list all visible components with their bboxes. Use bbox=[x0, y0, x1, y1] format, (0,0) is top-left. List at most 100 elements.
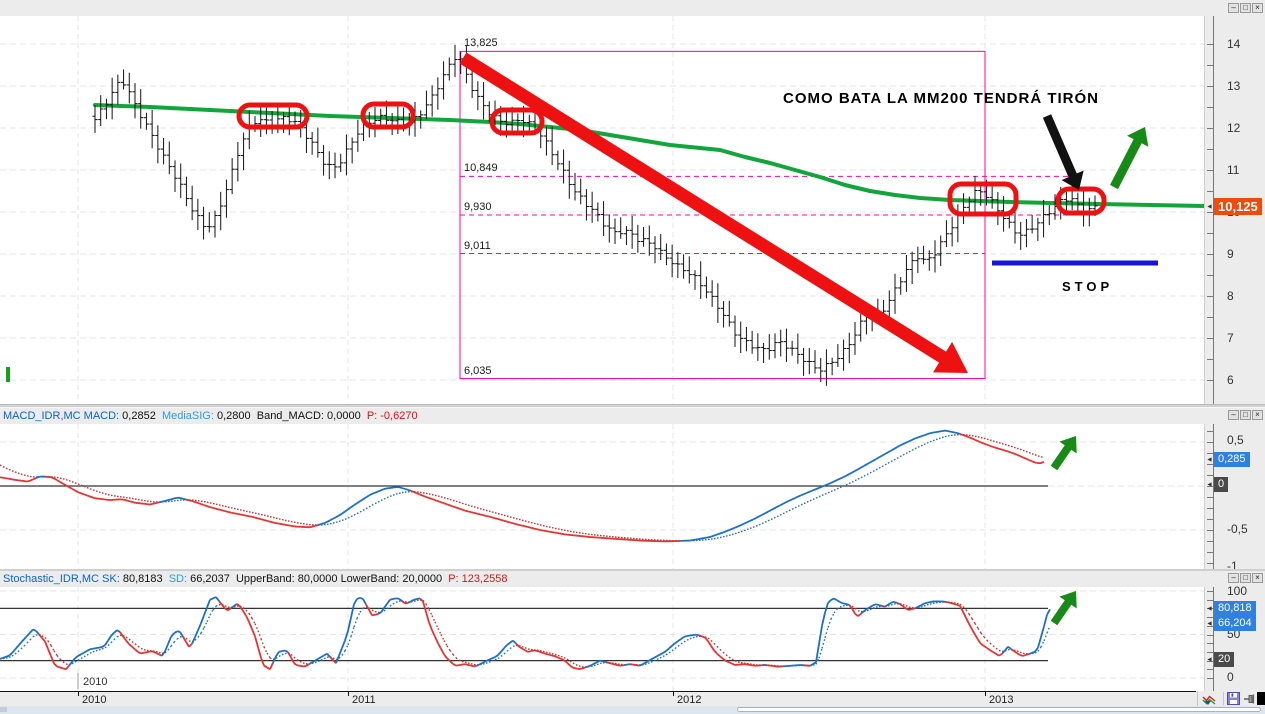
main-line-seg bbox=[359, 498, 364, 503]
horizontal-scrollbar[interactable] bbox=[737, 707, 1261, 712]
main-line-seg bbox=[980, 643, 985, 647]
minimize-button[interactable]: – bbox=[1228, 3, 1239, 13]
main-line-seg bbox=[431, 498, 436, 501]
main-line-seg bbox=[23, 635, 28, 640]
maximize-button[interactable]: □ bbox=[1240, 3, 1251, 13]
signal-line-seg bbox=[563, 656, 568, 660]
main-line-seg bbox=[908, 439, 913, 443]
main-line-seg bbox=[905, 607, 910, 611]
maximize-button[interactable]: □ bbox=[1240, 573, 1251, 583]
close-button[interactable]: × bbox=[1252, 573, 1263, 583]
main-line-seg bbox=[998, 447, 1003, 451]
signal-line-seg bbox=[422, 492, 427, 494]
axis-label: 11 bbox=[1227, 163, 1240, 177]
panel-separator[interactable] bbox=[0, 404, 1265, 408]
panel-separator[interactable] bbox=[0, 569, 1265, 571]
macd-axis-scale[interactable]: 0,5 -0,5 -1 0,285 ◄ 0 ◄ bbox=[1204, 424, 1265, 573]
main-line-seg bbox=[956, 432, 961, 435]
signal-line-seg bbox=[530, 521, 535, 524]
close-button[interactable]: × bbox=[1252, 3, 1263, 13]
main-line-seg bbox=[1007, 450, 1012, 454]
signal-line-seg bbox=[344, 517, 349, 520]
stoch-axis-scale[interactable]: 100 50 0 80,818 ◄ 66,204 ◄ 20 ◄ bbox=[1204, 584, 1265, 691]
signal-line-seg bbox=[506, 648, 511, 652]
signal-line-seg bbox=[446, 645, 451, 651]
main-line-seg bbox=[299, 664, 304, 668]
signal-line-seg bbox=[1004, 443, 1009, 447]
signal-line-seg bbox=[854, 478, 859, 482]
axis-tick bbox=[1207, 380, 1213, 381]
macd-chart-plot[interactable] bbox=[0, 424, 1204, 569]
main-line-seg bbox=[968, 623, 973, 630]
signal-line-seg bbox=[107, 493, 112, 496]
main-line-seg bbox=[137, 651, 142, 655]
save-icon[interactable] bbox=[1223, 692, 1244, 705]
main-line-seg bbox=[350, 603, 355, 618]
stoch-chart-plot[interactable] bbox=[0, 587, 1204, 691]
main-line-seg bbox=[971, 437, 976, 441]
signal-line-seg bbox=[833, 488, 838, 491]
minimize-button[interactable]: – bbox=[1228, 410, 1239, 420]
signal-line-seg bbox=[1031, 652, 1036, 655]
main-line-seg bbox=[695, 538, 700, 541]
main-line-seg bbox=[497, 518, 502, 521]
axis-tick bbox=[1207, 44, 1213, 45]
year-label: 2010 bbox=[82, 694, 107, 706]
signal-line-seg bbox=[371, 503, 376, 506]
main-line-seg bbox=[152, 502, 157, 505]
main-line-seg bbox=[116, 629, 121, 633]
chart-update-icon[interactable] bbox=[1202, 692, 1217, 705]
signal-line-seg bbox=[917, 445, 922, 448]
main-line-seg bbox=[371, 491, 376, 495]
main-line-seg bbox=[344, 508, 349, 513]
main-line-seg bbox=[356, 500, 361, 504]
signal-line-seg bbox=[104, 493, 109, 496]
price-chart-plot[interactable] bbox=[0, 16, 1204, 404]
time-axis[interactable]: 2010 2011 2012 2013 bbox=[0, 691, 1265, 706]
main-line-seg bbox=[509, 521, 514, 525]
signal-line-seg bbox=[926, 441, 931, 444]
close-button[interactable]: × bbox=[1252, 410, 1263, 420]
signal-line-seg bbox=[824, 627, 829, 638]
pin-icon[interactable] bbox=[1244, 692, 1256, 705]
main-line-seg bbox=[254, 635, 259, 648]
maximize-button[interactable]: □ bbox=[1240, 410, 1251, 420]
signal-line-seg bbox=[110, 639, 115, 644]
main-line-seg bbox=[767, 509, 772, 513]
signal-line-seg bbox=[926, 603, 931, 606]
main-line-seg bbox=[506, 520, 511, 524]
header-segment: SD: bbox=[168, 573, 191, 585]
signal-line-seg bbox=[140, 647, 145, 651]
main-line-seg bbox=[248, 621, 253, 630]
main-line-seg bbox=[743, 521, 748, 525]
axis-tick bbox=[1207, 275, 1213, 276]
signal-line-seg bbox=[908, 606, 913, 609]
black-box-icon[interactable] bbox=[1257, 692, 1265, 705]
signal-line-seg bbox=[818, 648, 823, 659]
main-line-seg bbox=[560, 658, 565, 661]
signal-line-seg bbox=[287, 520, 292, 523]
signal-line-seg bbox=[452, 653, 457, 659]
signal-line-seg bbox=[383, 497, 388, 500]
signal-line-seg bbox=[848, 481, 853, 485]
main-line-seg bbox=[368, 493, 373, 497]
signal-line-seg bbox=[578, 665, 583, 668]
signal-line-seg bbox=[224, 605, 229, 608]
axis-label: 14 bbox=[1227, 37, 1241, 51]
main-line-seg bbox=[77, 491, 82, 495]
main-line-seg bbox=[347, 506, 352, 511]
main-line-seg bbox=[284, 523, 289, 527]
axis-label: 13 bbox=[1227, 79, 1241, 93]
axis-line bbox=[1213, 424, 1214, 569]
price-axis-scale[interactable]: 1413121110987610,125◄ bbox=[1204, 16, 1265, 404]
main-line-seg bbox=[434, 636, 439, 644]
main-line-seg bbox=[827, 482, 832, 486]
signal-line-seg bbox=[80, 484, 85, 488]
main-line-seg bbox=[422, 601, 427, 613]
signal-line-seg bbox=[215, 503, 220, 506]
main-line-seg bbox=[935, 430, 940, 434]
signal-line-seg bbox=[359, 509, 364, 513]
minimize-button[interactable]: – bbox=[1228, 573, 1239, 583]
signal-line-seg bbox=[962, 605, 967, 611]
main-line-seg bbox=[266, 519, 271, 523]
